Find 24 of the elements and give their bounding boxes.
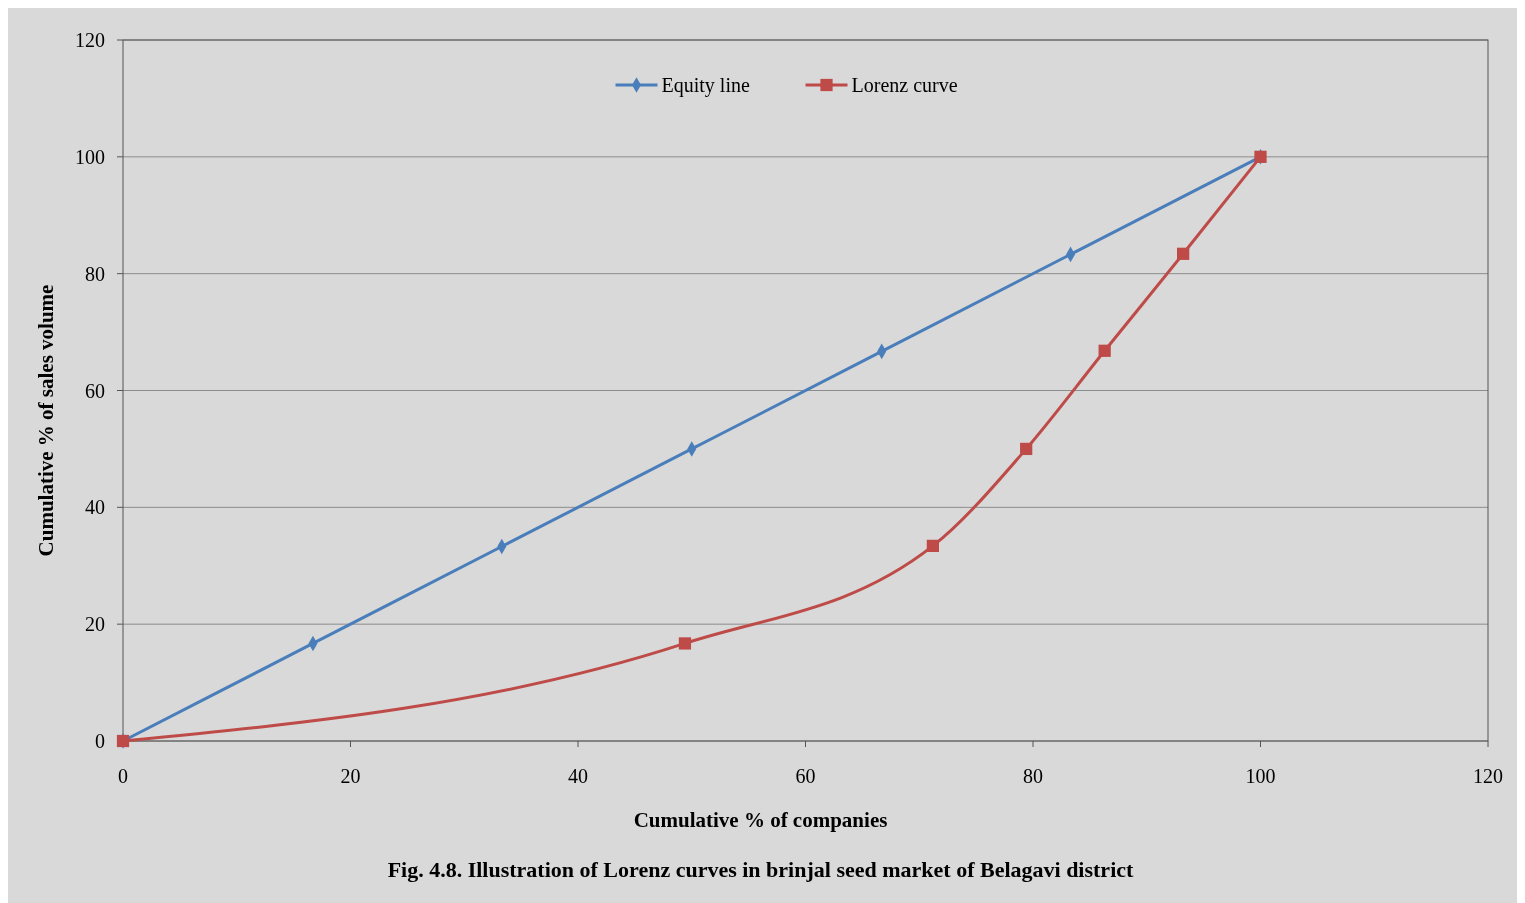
point (1098, 344, 1111, 357)
caption: Fig. 4.8. Illustration of Lorenz curves in brinjal seed market of Belagavi district (387, 857, 1135, 882)
y-tick-label: 20 (85, 613, 105, 636)
x-tick-label: 100 (1245, 765, 1276, 787)
y-tick-label: 100 (75, 145, 105, 168)
x-tick-label: 0 (118, 765, 128, 787)
y-tick-label: 60 (85, 379, 105, 402)
x-tick-label: 120 (1473, 765, 1503, 787)
point (926, 539, 940, 553)
legend-label: Lorenz curve (851, 74, 958, 96)
y-tick-label: 40 (85, 496, 105, 519)
x-tick-label: 60 (795, 765, 816, 787)
y-axis-title: Cumulative % of sales volume (34, 284, 58, 557)
x-tick-label: 80 (1023, 765, 1043, 787)
legend-label: Equity line (661, 74, 750, 97)
x-tick-label: 20 (340, 765, 361, 787)
y-tick-label: 120 (75, 29, 105, 51)
point (678, 637, 692, 650)
y-tick-label: 0 (95, 730, 105, 752)
x-tick-label: 40 (568, 765, 588, 787)
point (1020, 442, 1033, 456)
point (1177, 247, 1190, 260)
x-axis-title: Cumulative % of companies (633, 808, 888, 832)
y-tick-label: 80 (85, 262, 105, 285)
